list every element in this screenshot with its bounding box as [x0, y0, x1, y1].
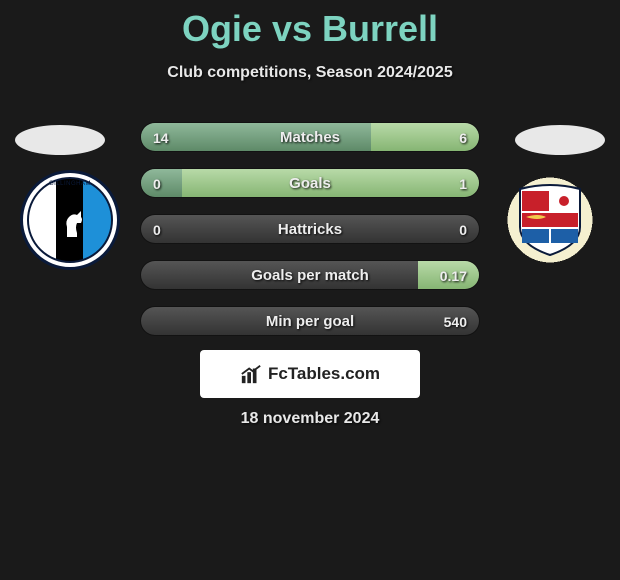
- stat-label: Goals per match: [141, 261, 479, 290]
- stats-bars: 146Matches 01Goals 00Hattricks 0.17Goals pe…: [140, 122, 480, 352]
- club-crest-right: [500, 170, 600, 270]
- stat-label: Min per goal: [141, 307, 479, 336]
- club-crest-left: GILLINGHAM: [20, 170, 120, 270]
- stat-label: Goals: [141, 169, 479, 198]
- shield-icon: [518, 183, 582, 257]
- brand-footer: FcTables.com: [200, 350, 420, 398]
- stat-row: 01Goals: [140, 168, 480, 198]
- page-title: Ogie vs Burrell: [0, 0, 620, 50]
- subtitle: Club competitions, Season 2024/2025: [0, 64, 620, 82]
- stat-row: 146Matches: [140, 122, 480, 152]
- date-text: 18 november 2024: [0, 410, 620, 428]
- brand-text: FcTables.com: [268, 364, 380, 384]
- avatar-right: [515, 125, 605, 155]
- fctables-logo-icon: [240, 363, 262, 385]
- avatar-left: [15, 125, 105, 155]
- stat-row: 00Hattricks: [140, 214, 480, 244]
- stat-label: Hattricks: [141, 215, 479, 244]
- stat-row: 0.17Goals per match: [140, 260, 480, 290]
- crest-left-ring-text: GILLINGHAM: [29, 181, 111, 187]
- horse-icon: [63, 209, 87, 239]
- stat-row: 540Min per goal: [140, 306, 480, 336]
- stat-label: Matches: [141, 123, 479, 152]
